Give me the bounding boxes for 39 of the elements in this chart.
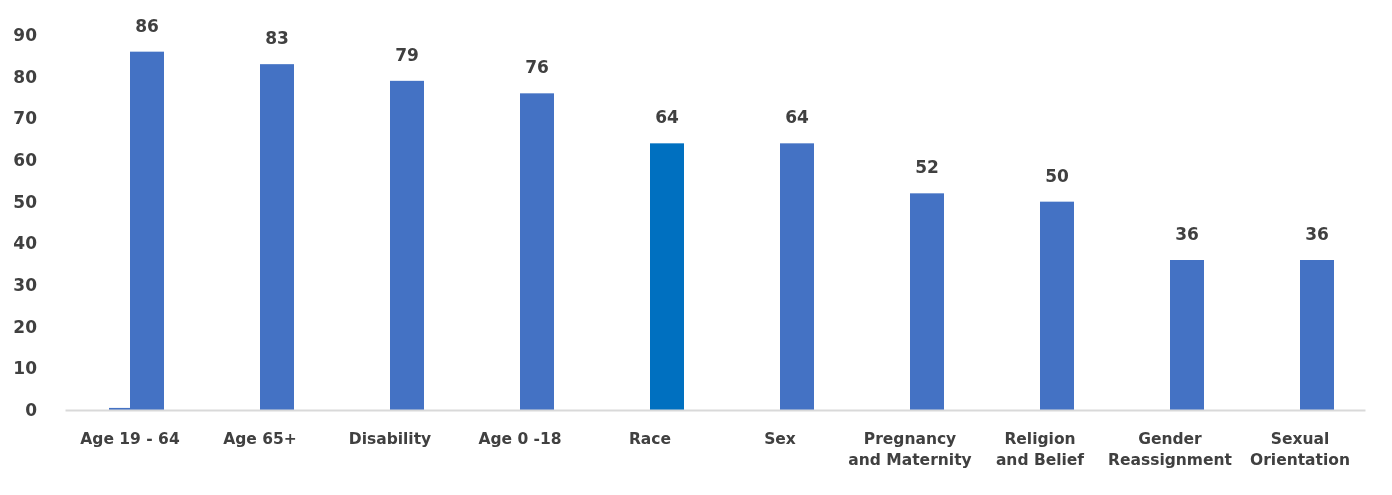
y-tick-label: 30 [13, 274, 38, 295]
y-tick-label: 80 [13, 66, 38, 87]
bar [390, 80, 424, 410]
x-tick-label: Age 65+ [223, 430, 297, 448]
bar [650, 143, 684, 410]
data-label: 79 [395, 44, 419, 65]
data-label: 64 [655, 107, 679, 128]
x-tick-label: Pregnancy and Maternity [848, 430, 972, 469]
x-tick-label: Sex [764, 430, 796, 448]
x-tick-label: Disability [348, 430, 432, 448]
x-tick-label: Age 19 - 64 [80, 430, 180, 448]
data-label: 76 [525, 57, 549, 78]
data-label: 83 [265, 28, 289, 49]
data-label: 52 [915, 157, 939, 178]
y-tick-label: 10 [13, 358, 38, 379]
x-tick-label: Gender Reassignment [1108, 430, 1233, 469]
data-label: 36 [1305, 224, 1329, 244]
x-tick-label: Age 0 -18 [478, 430, 562, 448]
bar [260, 64, 294, 410]
bar [780, 143, 814, 410]
x-tick-label: Race [628, 430, 672, 448]
bar [910, 193, 944, 410]
x-tick-label: Sexual Orientation [1250, 430, 1350, 469]
bar [1040, 201, 1074, 410]
y-tick-label: 20 [13, 316, 38, 337]
data-label: 64 [785, 107, 809, 128]
bar [1300, 260, 1334, 410]
bar [1170, 260, 1204, 410]
y-tick-label: 0 [25, 399, 38, 420]
y-tick-label: 70 [13, 108, 38, 129]
data-label: 36 [1175, 224, 1199, 244]
x-tick-label: Religion and Belief [995, 430, 1085, 469]
y-tick-label: 60 [13, 149, 38, 170]
y-tick-label: 90 [13, 24, 38, 45]
data-label: 50 [1045, 165, 1069, 186]
y-tick-label: 40 [13, 233, 38, 254]
y-tick-label: 50 [13, 191, 38, 212]
bar [520, 93, 554, 410]
data-label: 86 [135, 15, 159, 36]
